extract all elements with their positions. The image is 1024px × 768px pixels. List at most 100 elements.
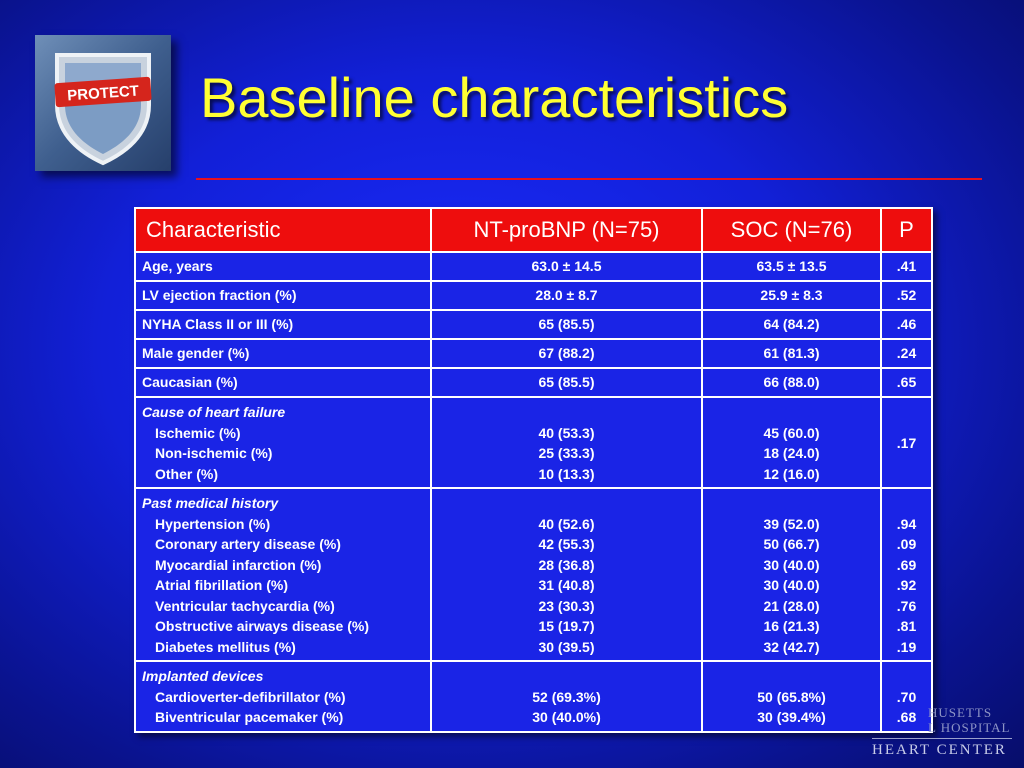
item-label: Other (%) — [155, 465, 218, 482]
p-value: .65 — [880, 367, 933, 398]
nt-value: 40 (52.6) — [538, 515, 595, 532]
item-label: Myocardial infarction (%) — [155, 556, 322, 573]
item-label: Diabetes mellitus (%) — [155, 638, 296, 655]
header-characteristic: Characteristic — [134, 207, 432, 253]
watermark-heart-center: HEART CENTER — [872, 742, 1007, 758]
soc-value: 66 (88.0) — [701, 367, 882, 398]
protect-logo: PROTECT — [35, 35, 171, 171]
group-labels: Past medical history Hypertension (%) Co… — [134, 487, 432, 662]
watermark-line-1: HUSETTS — [928, 705, 993, 720]
soc-value: 25.9 ± 8.3 — [701, 280, 882, 311]
p-value: .81 — [896, 618, 917, 634]
header-nt-probnp: NT-proBNP (N=75) — [430, 207, 703, 253]
table-row: Caucasian (%) 65 (85.5) 66 (88.0) .65 — [134, 367, 933, 398]
soc-values: 39 (52.0) 50 (66.7) 30 (40.0) 30 (40.0) … — [701, 487, 882, 662]
item-label: Non-ischemic (%) — [155, 445, 273, 461]
table-row-cause-of-heart-failure: Cause of heart failure Ischemic (%) Non-… — [134, 396, 933, 489]
nt-value: 23 (30.3) — [538, 597, 595, 614]
soc-value: 30 (40.0) — [763, 556, 820, 573]
soc-value: 18 (24.0) — [763, 445, 820, 461]
nt-value: 10 (13.3) — [538, 465, 595, 482]
table-row: Male gender (%) 67 (88.2) 61 (81.3) .24 — [134, 338, 933, 369]
item-label: Coronary artery disease (%) — [155, 536, 341, 552]
soc-value: 30 (39.4%) — [757, 709, 826, 725]
table-row-past-medical-history: Past medical history Hypertension (%) Co… — [134, 487, 933, 662]
table-row: Age, years 63.0 ± 14.5 63.5 ± 13.5 .41 — [134, 251, 933, 282]
row-label: LV ejection fraction (%) — [134, 280, 432, 311]
nt-value: 52 (69.3%) — [532, 688, 601, 705]
title-divider — [196, 178, 982, 180]
soc-value: 30 (40.0) — [763, 577, 820, 593]
soc-value: 61 (81.3) — [701, 338, 882, 369]
p-value: .09 — [896, 536, 917, 552]
header-soc: SOC (N=76) — [701, 207, 882, 253]
soc-value: 16 (21.3) — [763, 618, 820, 634]
p-value: .68 — [896, 709, 917, 725]
nt-value: 40 (53.3) — [538, 424, 595, 441]
p-value: .17 — [880, 396, 933, 489]
p-values: .94 .09 .69 .92 .76 .81 .19 — [880, 487, 933, 662]
nt-values: 40 (52.6) 42 (55.3) 28 (36.8) 31 (40.8) … — [430, 487, 703, 662]
nt-value: 15 (19.7) — [538, 618, 595, 634]
table-row-implanted-devices: Implanted devices Cardioverter-defibrill… — [134, 660, 933, 733]
group-labels: Implanted devices Cardioverter-defibrill… — [134, 660, 432, 733]
soc-value: 63.5 ± 13.5 — [701, 251, 882, 282]
nt-value: 30 (39.5) — [538, 638, 595, 655]
table-row: NYHA Class II or III (%) 65 (85.5) 64 (8… — [134, 309, 933, 340]
soc-value: 50 (65.8%) — [757, 688, 826, 705]
nt-value: 63.0 ± 14.5 — [430, 251, 703, 282]
p-value: .94 — [896, 515, 917, 532]
group-heading: Past medical history — [142, 495, 279, 511]
item-label: Cardioverter-defibrillator (%) — [155, 688, 346, 705]
p-value: .70 — [896, 688, 917, 705]
item-label: Biventricular pacemaker (%) — [155, 709, 344, 725]
shield-icon: PROTECT — [54, 53, 152, 166]
soc-value: 32 (42.7) — [763, 638, 820, 655]
group-labels: Cause of heart failure Ischemic (%) Non-… — [134, 396, 432, 489]
group-heading: Implanted devices — [142, 668, 264, 684]
page-title: Baseline characteristics — [200, 66, 789, 129]
p-value: .76 — [896, 597, 917, 614]
soc-value: 64 (84.2) — [701, 309, 882, 340]
soc-value: 21 (28.0) — [763, 597, 820, 614]
nt-value: 65 (85.5) — [430, 309, 703, 340]
watermark-line-2: L HOSPITAL — [928, 720, 1011, 735]
soc-value: 12 (16.0) — [763, 465, 820, 482]
row-label: Age, years — [134, 251, 432, 282]
nt-value: 65 (85.5) — [430, 367, 703, 398]
logo-text: PROTECT — [67, 83, 140, 105]
soc-value: 39 (52.0) — [763, 515, 820, 532]
p-value: .24 — [880, 338, 933, 369]
table-row: LV ejection fraction (%) 28.0 ± 8.7 25.9… — [134, 280, 933, 311]
table-header-row: Characteristic NT-proBNP (N=75) SOC (N=7… — [134, 207, 933, 253]
row-label: NYHA Class II or III (%) — [134, 309, 432, 340]
nt-value: 30 (40.0%) — [532, 709, 601, 725]
p-value: .92 — [896, 577, 917, 593]
nt-value: 67 (88.2) — [430, 338, 703, 369]
header-p: P — [880, 207, 933, 253]
soc-values: 45 (60.0) 18 (24.0) 12 (16.0) — [701, 396, 882, 489]
soc-value: 50 (66.7) — [763, 536, 820, 552]
p-value: .52 — [880, 280, 933, 311]
nt-values: 40 (53.3) 25 (33.3) 10 (13.3) — [430, 396, 703, 489]
item-label: Ischemic (%) — [155, 424, 241, 441]
nt-value: 28 (36.8) — [538, 556, 595, 573]
item-label: Atrial fibrillation (%) — [155, 577, 288, 593]
watermark-divider — [872, 738, 1012, 739]
p-values: .70 .68 — [880, 660, 933, 733]
item-label: Hypertension (%) — [155, 515, 271, 532]
row-label: Caucasian (%) — [134, 367, 432, 398]
group-heading: Cause of heart failure — [142, 404, 286, 420]
nt-value: 25 (33.3) — [538, 445, 595, 461]
baseline-table: Characteristic NT-proBNP (N=75) SOC (N=7… — [134, 207, 933, 733]
item-label: Obstructive airways disease (%) — [155, 618, 369, 634]
row-label: Male gender (%) — [134, 338, 432, 369]
p-value: .69 — [896, 556, 917, 573]
nt-values: 52 (69.3%) 30 (40.0%) — [430, 660, 703, 733]
p-value: .41 — [880, 251, 933, 282]
p-value: .46 — [880, 309, 933, 340]
nt-value: 31 (40.8) — [538, 577, 595, 593]
soc-values: 50 (65.8%) 30 (39.4%) — [701, 660, 882, 733]
soc-value: 45 (60.0) — [763, 424, 820, 441]
p-value: .19 — [896, 638, 917, 655]
